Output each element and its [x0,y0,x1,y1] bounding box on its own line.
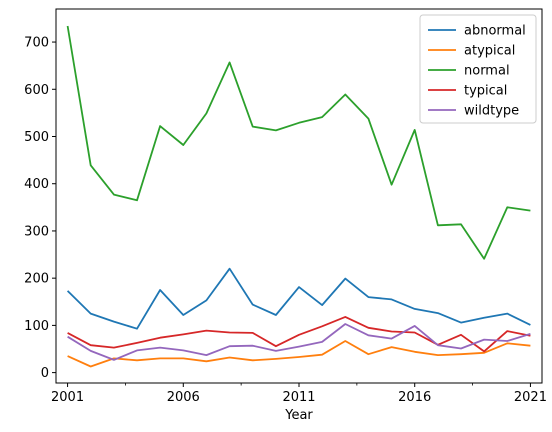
series-line-wildtype [67,323,531,361]
axes: 0 100 200 300 400 500 600 700 2001 2006 2011 2016 20… [24,8,547,405]
y-tick-label: 700 [24,36,49,51]
series-line-typical [67,315,531,353]
x-tick-label: 2006 [167,390,200,405]
legend-label-typical: typical [464,84,507,99]
legend-label-normal: normal [464,64,510,79]
x-axis-title: Year [284,408,313,423]
legend-label-atypical: atypical [464,44,515,59]
legend-label-wildtype: wildtype [464,104,519,119]
plot-area [66,25,531,368]
y-tick-label: 200 [24,272,49,287]
series-line-abnormal [66,267,531,330]
x-tick-label: 2021 [514,390,547,405]
x-tick-label: 2011 [282,390,315,405]
y-tick-label: 0 [41,366,49,381]
legend: abnormal atypical normal typical wildtype [419,14,537,124]
y-tick-label: 400 [24,177,49,192]
y-tick-label: 500 [24,130,49,145]
series-line-normal [66,25,531,260]
x-tick-label: 2001 [51,390,84,405]
y-tick-label: 100 [24,319,49,334]
series-line-atypical [67,340,531,368]
legend-label-abnormal: abnormal [464,24,526,39]
y-tick-label: 600 [24,83,49,98]
y-tick-label: 300 [24,224,49,239]
legend-box [419,14,537,124]
x-tick-label: 2016 [398,390,431,405]
